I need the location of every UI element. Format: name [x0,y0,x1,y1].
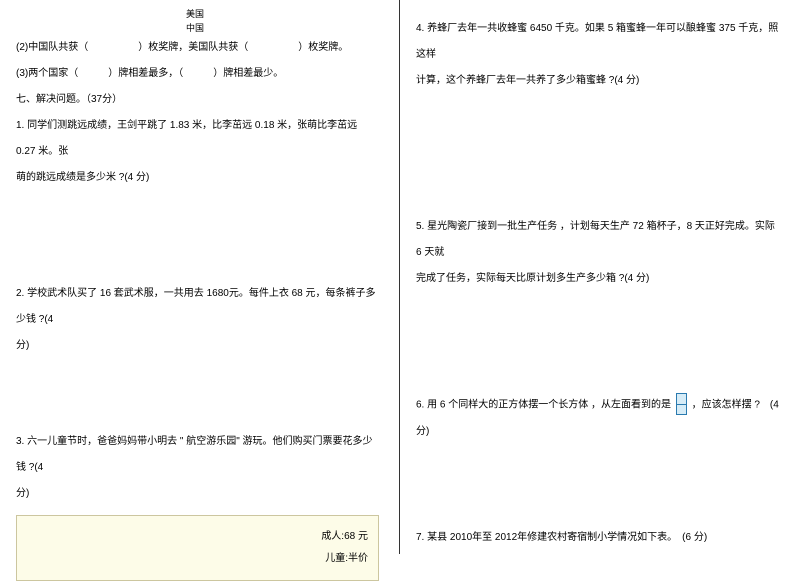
problem6-a: 6. 用 6 个同样大的正方体摆一个长方体 ，从左面看到的是 [416,400,671,411]
problem2-a: 2. 学校武术队买了 16 套武术服，一共用去 1680元。每件上衣 68 元，… [16,281,379,333]
problem1-a: 1. 同学们测跳远成绩，王剑平跳了 1.83 米，比李茁远 0.18 米，张萌比… [16,113,379,165]
label-us: 美国 [186,8,379,22]
problem5-a: 5. 星光陶瓷厂接到一批生产任务 ，计划每天生产 72 箱杯子，8 天正好完成。… [416,214,780,266]
problem5-b: 完成了任务，实际每天比原计划多生产多少箱 ?(4 分) [416,266,780,292]
price-adult: 成人:68 元 [27,526,368,548]
price-child: 儿童:半价 [27,548,368,570]
section7-title: 七、解决问题。（37分） [16,87,379,113]
problem1-b: 萌的跳远成绩是多少米 ?(4 分) [16,165,379,191]
problem2-b: 分) [16,333,379,359]
label-cn: 中国 [186,22,379,36]
problem3-b: 分) [16,481,379,507]
problem7: 7. 某县 2010年至 2012年修建农村寄宿制小学情况如下表。 (6 分) [416,525,780,551]
q2-text: (2)中国队共获（ ）枚奖牌，美国队共获（ ）枚奖牌。 [16,35,379,61]
problem4-a: 4. 养蜂厂去年一共收蜂蜜 6450 千克。如果 5 箱蜜蜂一年可以酿蜂蜜 37… [416,16,780,68]
q3-text: (3)两个国家（ ）牌相差最多，（ ）牌相差最少。 [16,61,379,87]
problem3-a: 3. 六一儿童节时，爸爸妈妈带小明去 " 航空游乐园" 游玩。他们购买门票要花多… [16,429,379,481]
country-labels: 美国 中国 [186,8,379,35]
problem4-b: 计算，这个养蜂厂去年一共养了多少箱蜜蜂 ?(4 分) [416,68,780,94]
price-box: 成人:68 元 儿童:半价 [16,515,379,581]
problem6: 6. 用 6 个同样大的正方体摆一个长方体 ，从左面看到的是 ，应该怎样摆 ? … [416,392,780,445]
cube-icon [674,392,689,418]
